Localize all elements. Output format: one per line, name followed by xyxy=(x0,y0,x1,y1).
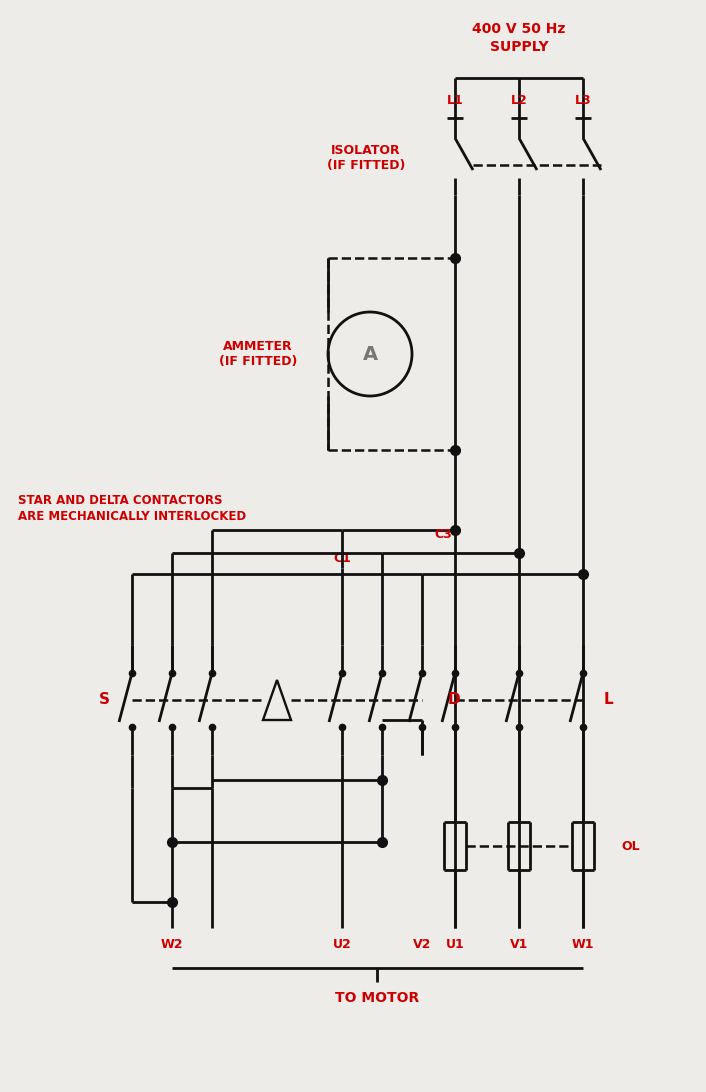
Text: STAR AND DELTA CONTACTORS
ARE MECHANICALLY INTERLOCKED: STAR AND DELTA CONTACTORS ARE MECHANICAL… xyxy=(18,494,246,522)
Text: U2: U2 xyxy=(333,938,352,950)
Text: OL: OL xyxy=(621,840,640,853)
Text: TO MOTOR: TO MOTOR xyxy=(335,992,419,1005)
Text: C1: C1 xyxy=(333,551,351,565)
Text: A: A xyxy=(362,344,378,364)
Text: V1: V1 xyxy=(510,938,528,950)
Text: V2: V2 xyxy=(413,938,431,950)
Text: L: L xyxy=(603,692,613,708)
Text: L3: L3 xyxy=(575,94,592,107)
Text: AMMETER
(IF FITTED): AMMETER (IF FITTED) xyxy=(219,340,297,368)
Text: W2: W2 xyxy=(161,938,184,950)
Text: L2: L2 xyxy=(510,94,527,107)
Text: 400 V 50 Hz
SUPPLY: 400 V 50 Hz SUPPLY xyxy=(472,22,566,54)
Text: S: S xyxy=(99,692,109,708)
Text: U1: U1 xyxy=(445,938,465,950)
Text: D: D xyxy=(448,692,460,708)
Text: C3: C3 xyxy=(434,529,452,542)
Text: W1: W1 xyxy=(572,938,594,950)
Text: ISOLATOR
(IF FITTED): ISOLATOR (IF FITTED) xyxy=(327,144,405,173)
Text: L1: L1 xyxy=(447,94,463,107)
